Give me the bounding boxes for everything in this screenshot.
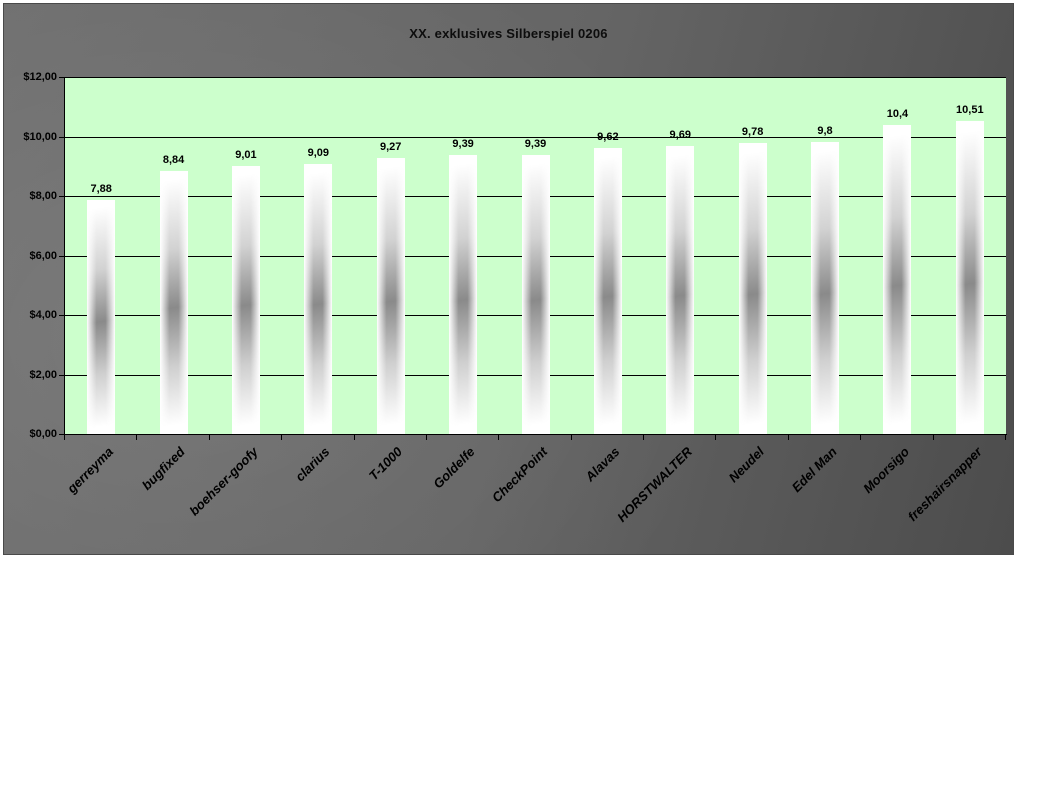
bar xyxy=(811,142,840,434)
category-label: T-1000 xyxy=(366,444,406,484)
y-tick-mark xyxy=(59,77,64,78)
category-label: bugfixed xyxy=(139,444,189,493)
y-tick-mark xyxy=(59,434,64,435)
bar-value-label: 8,84 xyxy=(162,154,185,166)
y-tick-mark xyxy=(59,196,64,197)
bar-value-label: 10,4 xyxy=(886,107,909,120)
y-axis-line xyxy=(64,77,65,435)
x-tick-mark xyxy=(715,435,717,440)
x-tick-mark xyxy=(498,435,500,440)
plot-area xyxy=(65,77,1006,434)
category-label: Moorsigo xyxy=(860,444,913,496)
x-tick-mark xyxy=(787,435,789,440)
x-tick-mark xyxy=(643,435,645,440)
y-tick-label: $4,00 xyxy=(29,309,57,321)
y-tick-mark xyxy=(59,315,64,316)
category-label: gerreyma xyxy=(63,444,116,497)
category-label: Alavas xyxy=(582,444,623,485)
y-tick-label: $8,00 xyxy=(29,190,57,202)
bar-value-label: 9,78 xyxy=(741,126,764,139)
chart-area: XX. exklusives Silberspiel 0206 $0,00 $2,… xyxy=(3,3,1014,555)
bar-value-label: 9,69 xyxy=(669,128,691,141)
bar xyxy=(883,124,912,434)
bar-value-label: 10,51 xyxy=(956,104,984,117)
x-tick-mark xyxy=(208,435,210,440)
category-label: freshairsnapper xyxy=(904,444,985,525)
chart-title: XX. exklusives Silberspiel 0206 xyxy=(409,26,608,41)
y-tick-mark xyxy=(59,255,64,257)
gridline xyxy=(65,77,1006,78)
x-tick-mark xyxy=(1005,435,1006,440)
bar xyxy=(449,154,478,434)
bar xyxy=(304,163,333,434)
y-tick-label: $6,00 xyxy=(29,249,57,262)
bar xyxy=(159,171,188,434)
bar-value-label: 9,09 xyxy=(307,146,330,159)
x-tick-mark xyxy=(353,435,355,440)
category-label: clarius xyxy=(292,444,333,485)
bar xyxy=(955,121,984,434)
gridline xyxy=(65,136,1006,138)
category-label: Goldelfe xyxy=(430,444,478,492)
category-label: boehser-goofy xyxy=(186,444,261,519)
x-axis-line xyxy=(64,434,1007,435)
category-label: CheckPoint xyxy=(488,444,551,506)
bar-value-label: 9,01 xyxy=(235,148,257,161)
x-tick-mark xyxy=(136,435,138,440)
bar-value-label: 7,88 xyxy=(90,182,112,195)
x-tick-mark xyxy=(281,435,283,440)
bar xyxy=(87,199,116,434)
category-label: HORSTWALTER xyxy=(613,444,695,525)
bar-value-label: 9,62 xyxy=(597,130,619,143)
bar xyxy=(593,147,622,434)
bar xyxy=(738,143,767,434)
category-label: Neudel xyxy=(726,444,768,486)
category-label: Edel Man xyxy=(788,444,840,495)
bar xyxy=(521,154,550,434)
y-tick-label: $12,00 xyxy=(23,71,57,83)
bar xyxy=(231,165,260,434)
x-tick-mark xyxy=(64,435,65,440)
bar-value-label: 9,8 xyxy=(817,125,833,138)
bar-value-label: 9,27 xyxy=(380,141,402,154)
bar-value-label: 9,39 xyxy=(452,137,474,150)
x-tick-mark xyxy=(425,435,427,440)
y-tick-label: $2,00 xyxy=(29,368,57,381)
x-tick-mark xyxy=(932,435,934,440)
x-tick-mark xyxy=(570,435,572,440)
bar xyxy=(376,158,405,434)
y-tick-mark xyxy=(59,374,64,376)
bar xyxy=(666,145,695,434)
bar-value-label: 9,39 xyxy=(524,137,547,150)
y-tick-label: $0,00 xyxy=(29,428,57,440)
y-tick-label: $10,00 xyxy=(23,130,57,143)
y-tick-mark xyxy=(59,136,64,138)
x-tick-mark xyxy=(860,435,862,440)
